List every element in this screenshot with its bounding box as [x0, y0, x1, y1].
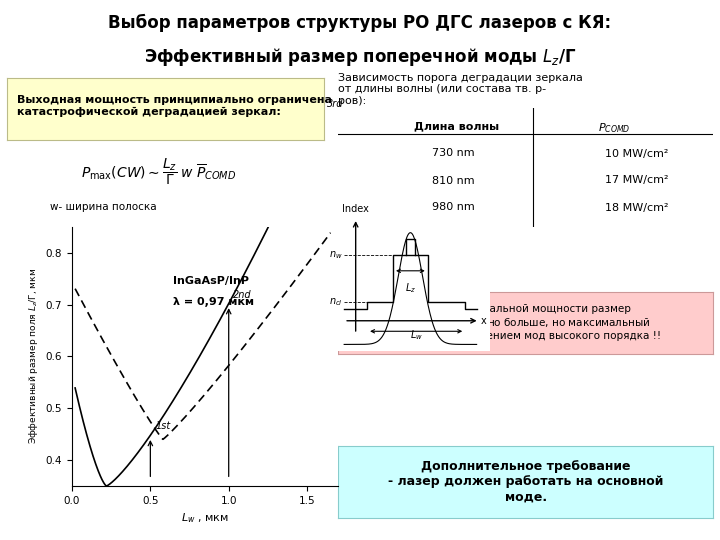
X-axis label: $L_w$ , мкм: $L_w$ , мкм [181, 511, 229, 525]
Text: λ = 0,97 мкм: λ = 0,97 мкм [174, 296, 254, 307]
Text: Index: Index [342, 204, 369, 214]
Text: 730 nm: 730 nm [432, 148, 474, 159]
Text: Для обеспечения максимальной мощности размер
$L_w$ должен быть как можно больше,: Для обеспечения максимальной мощности ра… [350, 304, 661, 341]
Text: 10 MW/cm²: 10 MW/cm² [605, 148, 668, 159]
Text: x: x [481, 316, 487, 326]
Text: $n_w$: $n_w$ [329, 249, 343, 261]
Text: $L_z$: $L_z$ [405, 281, 416, 295]
Text: Выбор параметров структуры РО ДГС лазеров с КЯ:: Выбор параметров структуры РО ДГС лазеро… [109, 14, 611, 32]
Text: 980 nm: 980 nm [432, 202, 474, 213]
Text: $L_w$: $L_w$ [410, 328, 423, 342]
Text: Дополнительное требование
- лазер должен работать на основной
моде.: Дополнительное требование - лазер должен… [388, 461, 663, 503]
Text: 2nd: 2nd [233, 289, 252, 300]
Text: Выходная мощность принципиально ограничена
катастрофической деградацией зеркал:: Выходная мощность принципиально ограниче… [17, 96, 332, 117]
Text: InGaAsP/InP: InGaAsP/InP [174, 276, 249, 286]
Text: w- ширина полоска: w- ширина полоска [50, 202, 157, 213]
Text: Зависимость порога деградации зеркала
от длины волны (или состава тв. р-
ров):: Зависимость порога деградации зеркала от… [338, 73, 583, 106]
Text: 18 MW/cm²: 18 MW/cm² [605, 202, 668, 213]
Text: $P_{COMD}$: $P_{COMD}$ [598, 122, 630, 136]
Text: 17 MW/cm²: 17 MW/cm² [605, 176, 668, 186]
Text: 3rd: 3rd [328, 99, 344, 109]
Text: 1st: 1st [155, 421, 171, 431]
Text: Длина волны: Длина волны [414, 122, 499, 132]
Y-axis label: Эффективный размер поля $L_z$/Г, мкм: Эффективный размер поля $L_z$/Г, мкм [27, 268, 40, 444]
Text: $n_{cl}$: $n_{cl}$ [329, 296, 343, 308]
Text: 810 nm: 810 nm [432, 176, 474, 186]
Text: $P_{\mathrm{max}}(CW) \sim \dfrac{L_z}{\Gamma}\; w\; \overline{P}_{COMD}$: $P_{\mathrm{max}}(CW) \sim \dfrac{L_z}{\… [81, 157, 236, 187]
Text: Эффективный размер поперечной моды $L_z$/Г: Эффективный размер поперечной моды $L_z$… [143, 46, 577, 68]
